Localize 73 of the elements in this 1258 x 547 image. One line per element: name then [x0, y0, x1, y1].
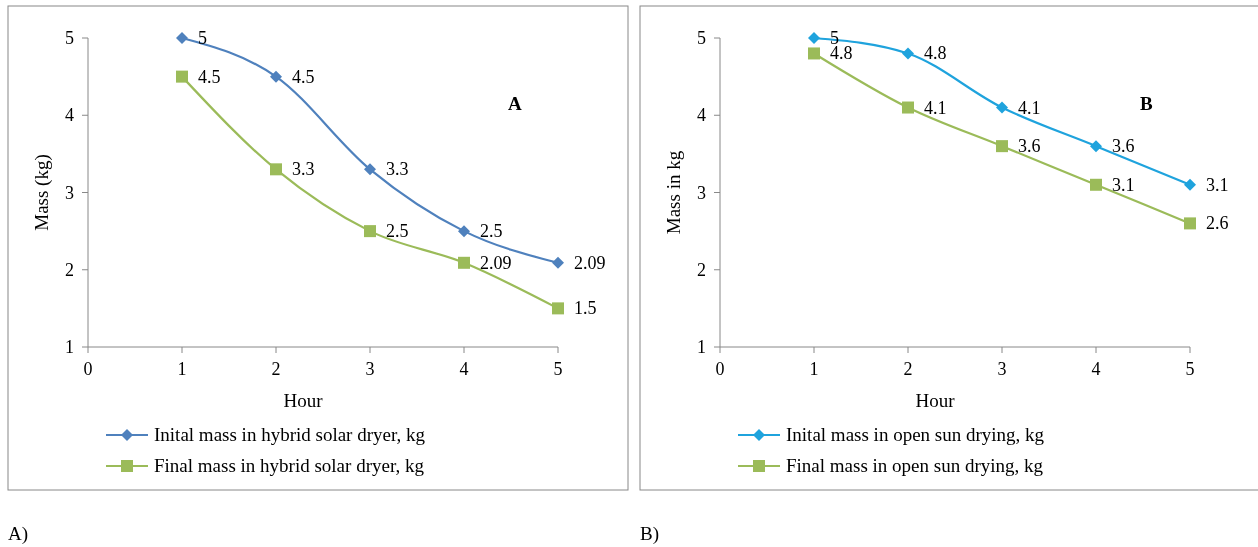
x-tick-label: 5	[553, 359, 563, 379]
point	[458, 225, 470, 238]
y-tick-label: 4	[697, 105, 706, 126]
data-label: 3.3	[386, 159, 409, 180]
data-label: 2.09	[574, 252, 606, 273]
point	[996, 140, 1008, 153]
x-tick-label: 0	[83, 359, 93, 379]
y-tick-label: 3	[697, 182, 706, 203]
data-label: 4.1	[924, 97, 947, 118]
data-label: 4.1	[1018, 97, 1041, 118]
y-tick-label: 4	[65, 105, 74, 126]
x-tick-label: 2	[903, 359, 913, 379]
x-tick-label: 4	[459, 359, 469, 379]
point	[364, 163, 376, 176]
x-tick-label: 3	[365, 359, 375, 379]
x-tick-label: 1	[177, 359, 187, 379]
point	[364, 225, 376, 238]
data-label: 2.09	[480, 252, 512, 273]
point	[270, 163, 282, 176]
x-axis-title: Hour	[283, 390, 324, 411]
legend-label: Final mass in hybrid solar dryer, kg	[154, 455, 425, 476]
data-label: 3.1	[1206, 174, 1229, 195]
data-label: 3.3	[292, 159, 315, 180]
point	[808, 32, 820, 44]
point	[176, 32, 188, 44]
data-label: 3.1	[1112, 174, 1135, 195]
x-tick-label: 2	[271, 359, 281, 379]
y-tick-label: 1	[697, 337, 706, 357]
data-label: 2.6	[1206, 213, 1229, 234]
legend-label: Inital mass in open sun drying, kg	[786, 424, 1045, 445]
point	[176, 70, 188, 83]
data-label: 3.6	[1018, 136, 1041, 157]
point	[552, 256, 564, 269]
y-tick-label: 2	[65, 259, 74, 280]
point	[552, 302, 564, 315]
x-axis-title: Hour	[915, 390, 956, 411]
point	[270, 70, 282, 83]
data-label: 4.8	[924, 43, 947, 64]
point	[458, 256, 470, 269]
x-tick-label: 1	[809, 359, 819, 379]
y-tick-label: 3	[65, 182, 74, 203]
annotation: A	[508, 93, 522, 114]
data-label: 4.8	[830, 43, 853, 64]
legend-label: Inital mass in hybrid solar dryer, kg	[154, 424, 426, 445]
data-label: 4.5	[198, 66, 221, 87]
x-tick-label: 4	[1091, 359, 1101, 379]
y-tick-label: 5	[697, 28, 706, 48]
point	[996, 101, 1008, 114]
data-label: 2.5	[480, 221, 503, 242]
point	[902, 47, 914, 60]
x-tick-label: 3	[997, 359, 1007, 379]
point	[1090, 140, 1102, 153]
point	[1184, 217, 1196, 230]
y-axis-title: Mass in kg	[663, 150, 684, 235]
point	[1090, 178, 1102, 191]
text: B)	[640, 523, 659, 545]
y-axis-title: Mass (kg)	[31, 154, 53, 231]
y-tick-label: 5	[65, 28, 74, 48]
data-label: 5	[198, 28, 207, 48]
data-label: 2.5	[386, 221, 409, 242]
data-label: 3.6	[1112, 136, 1135, 157]
legend-label: Final mass in open sun drying, kg	[786, 455, 1044, 476]
y-tick-label: 2	[697, 259, 706, 280]
data-label: 1.5	[574, 298, 597, 319]
point	[902, 101, 914, 114]
data-label: 4.5	[292, 66, 315, 87]
x-tick-label: 0	[715, 359, 725, 379]
point	[808, 47, 820, 60]
point	[1184, 178, 1196, 191]
annotation: B	[1140, 93, 1153, 114]
x-tick-label: 5	[1185, 359, 1195, 379]
y-tick-label: 1	[65, 337, 74, 357]
text: A)	[8, 523, 29, 545]
